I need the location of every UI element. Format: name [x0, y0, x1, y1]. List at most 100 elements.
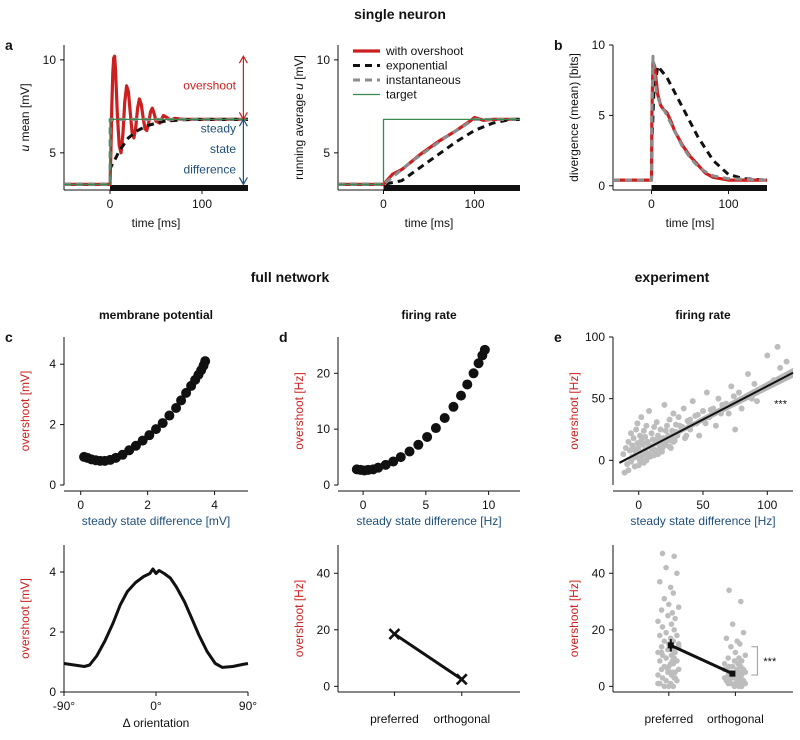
- data-point: [640, 427, 647, 434]
- data-point: [680, 405, 687, 412]
- data-point: [675, 414, 682, 421]
- data-point: [644, 453, 651, 460]
- data-point: [669, 658, 676, 664]
- data-point: [774, 343, 781, 350]
- data-point: [666, 683, 672, 690]
- fit-line: [618, 371, 794, 464]
- y-axis-label-part: u: [18, 145, 32, 152]
- data-point: [735, 672, 741, 678]
- mean-marker: [667, 642, 674, 649]
- data-point: [736, 389, 742, 396]
- series-instantaneous: [338, 117, 520, 186]
- panel-c-bottom: 0 2 4 -90° 0° 90° overshoot [mV] Δ orientation: [18, 545, 257, 730]
- y-tick-label: 0: [598, 453, 605, 467]
- data-point: [738, 405, 745, 412]
- panel-letter: a: [5, 37, 13, 53]
- series-target: [338, 118, 520, 186]
- y-tick-label: 4: [49, 357, 56, 371]
- panel-d-top: 0 10 20 0 5 10 overshoot [Hz] steady state diff…: [279, 308, 520, 528]
- data-point: [667, 584, 674, 591]
- data-point: [715, 395, 722, 402]
- y-tick-label: 20: [592, 623, 606, 637]
- data-point: [685, 419, 692, 426]
- data-point: [628, 430, 634, 437]
- y-tick-label: 10: [592, 38, 606, 52]
- data-point: [723, 635, 730, 642]
- data-point: [638, 414, 645, 421]
- y-axis-label-part: running average: [292, 90, 306, 180]
- y-tick-label: 0: [323, 679, 330, 693]
- data-point: [738, 598, 744, 605]
- data-point: [725, 410, 732, 417]
- y-axis-label-part: [mV]: [292, 55, 306, 83]
- data-point: [655, 435, 661, 442]
- y-axis-label: divergence (mean) [bits]: [567, 53, 581, 182]
- data-point: [388, 456, 399, 467]
- connecting-line: [393, 632, 463, 681]
- data-point: [663, 655, 669, 661]
- data-point: [754, 398, 760, 405]
- y-axis-label: running average u [mV]: [292, 55, 306, 180]
- data-point: [468, 368, 479, 379]
- x-axis-label: time [ms]: [405, 216, 454, 230]
- y-tick-label: 0: [49, 478, 56, 492]
- significance-label: ***: [774, 398, 788, 410]
- panel-title: firing rate: [675, 308, 731, 322]
- data-point: [655, 672, 661, 678]
- data-point: [728, 383, 735, 390]
- data-point: [666, 601, 672, 608]
- data-point: [663, 629, 669, 636]
- y-tick-label: 20: [317, 623, 331, 637]
- data-point: [671, 627, 677, 633]
- arrow-head: [238, 54, 248, 64]
- data-point: [696, 432, 703, 439]
- x-tick-label: 2: [144, 498, 151, 512]
- y-tick-label: 20: [317, 366, 331, 380]
- data-point: [144, 430, 155, 441]
- x-tick-label: 0: [380, 197, 387, 211]
- data-point: [380, 459, 391, 470]
- data-point: [670, 410, 677, 417]
- series-instantaneous: [613, 54, 768, 182]
- data-point: [659, 550, 666, 557]
- data-point: [404, 446, 415, 457]
- significance-bracket: [751, 646, 758, 676]
- x-axis-label: time [ms]: [132, 216, 181, 230]
- data-point: [661, 595, 668, 602]
- data-point: [651, 424, 658, 431]
- data-point: [658, 643, 665, 650]
- data-point: [646, 408, 652, 414]
- panel-e-bottom: 0 20 40 preferred orthogonal *** overshoot [Hz…: [567, 545, 793, 726]
- series-exponential: [613, 64, 768, 182]
- series-with-overshoot: [338, 115, 520, 186]
- y-tick-label: 10: [43, 53, 57, 67]
- panel-d-bottom: 0 20 40 preferred orthogonal overshoot [Hz]: [292, 545, 520, 726]
- data-point: [658, 448, 665, 455]
- data-point: [738, 680, 744, 687]
- y-tick-label: 4: [49, 565, 56, 579]
- data-point: [395, 452, 406, 463]
- data-point: [621, 469, 628, 476]
- data-point: [626, 447, 633, 454]
- annotation-difference: difference: [184, 162, 237, 176]
- x-tick-label: 0: [107, 197, 114, 211]
- heading-experiment: experiment: [635, 269, 710, 285]
- data-point: [675, 604, 682, 610]
- y-axis-label: overshoot [mV]: [18, 371, 32, 452]
- data-point: [783, 358, 790, 365]
- data-point: [672, 615, 678, 622]
- x-tick-label: 100: [192, 197, 212, 211]
- value-marker: [455, 673, 468, 686]
- data-point: [643, 422, 650, 429]
- data-point: [200, 356, 211, 367]
- annotation-overshoot: overshoot: [183, 79, 236, 93]
- data-point: [700, 408, 706, 414]
- x-tick-label: 100: [718, 197, 738, 211]
- y-tick-label: 0: [49, 685, 56, 699]
- y-tick-label: 10: [317, 53, 331, 67]
- data-point: [633, 426, 640, 433]
- y-tick-label: 2: [49, 418, 56, 432]
- data-point: [725, 655, 731, 661]
- data-point: [732, 426, 739, 433]
